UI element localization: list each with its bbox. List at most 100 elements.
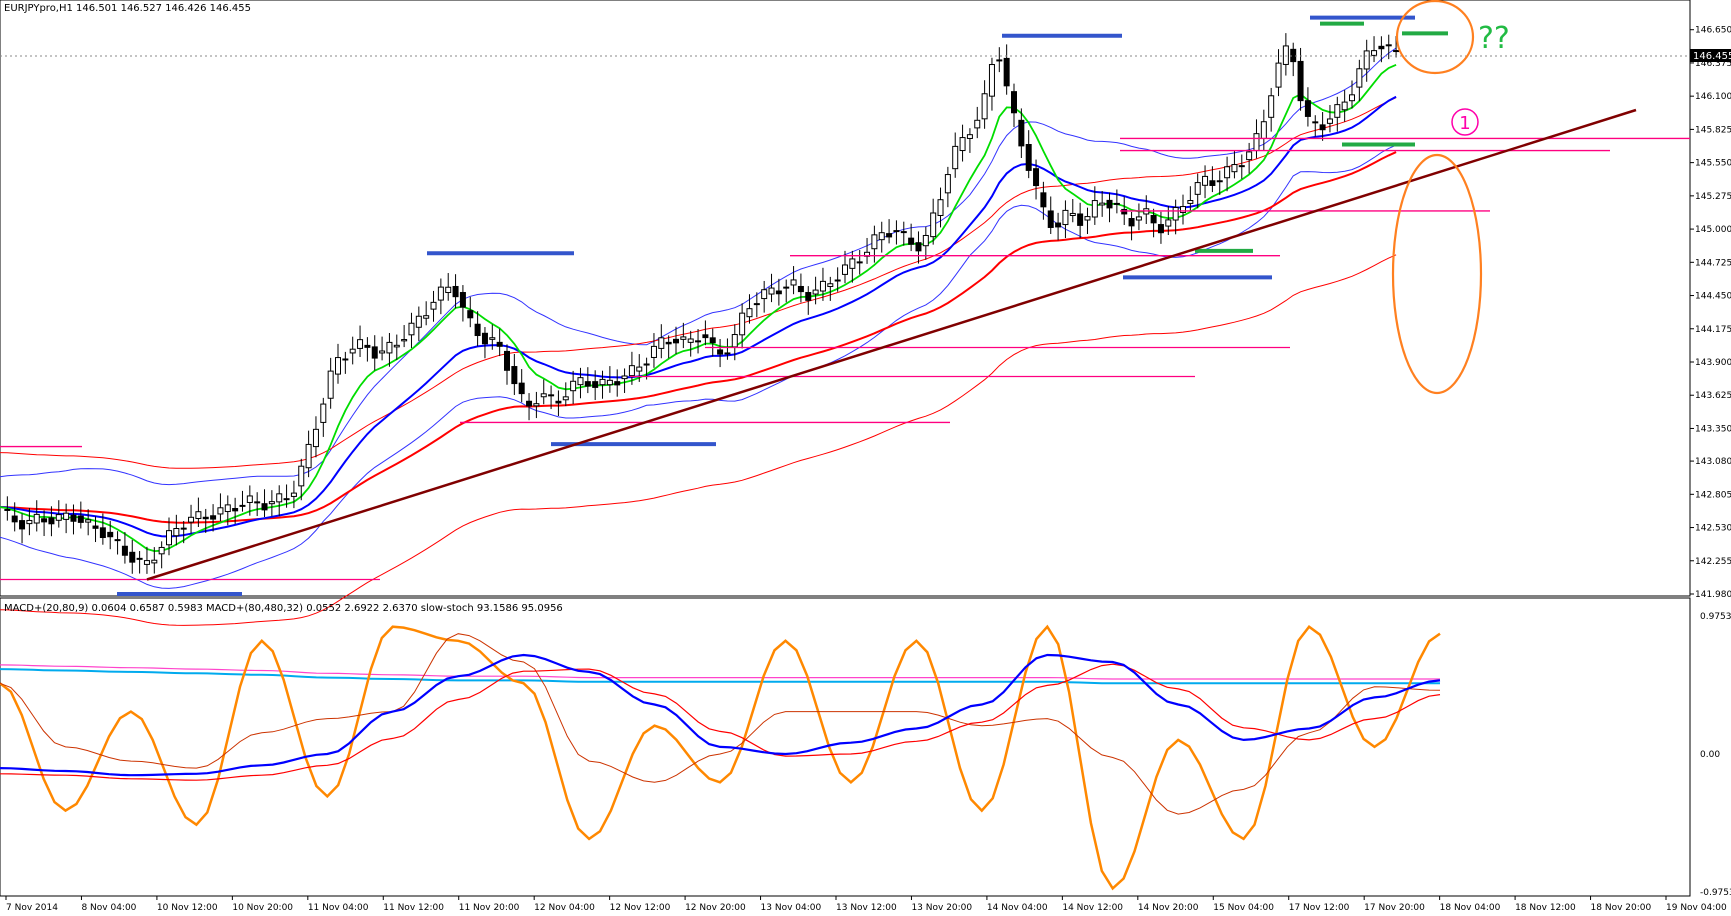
candle-body xyxy=(496,341,503,347)
price-tick-label: 143.350 xyxy=(1695,424,1731,434)
time-tick-label: 17 Nov 12:00 xyxy=(1289,903,1350,913)
candle-body xyxy=(1033,168,1040,187)
time-tick-label: 18 Nov 04:00 xyxy=(1440,903,1501,913)
stoch-main-line xyxy=(0,624,1441,891)
candle-body xyxy=(129,551,136,563)
time-tick-label: 14 Nov 20:00 xyxy=(1138,903,1199,913)
candle-body xyxy=(114,539,121,542)
candle-body xyxy=(77,515,84,523)
candle-body xyxy=(1312,121,1319,124)
candle-body xyxy=(1106,199,1113,209)
annotation-ellipse-lower xyxy=(1391,153,1483,395)
candle-body xyxy=(195,511,202,519)
price-tick-label: 145.825 xyxy=(1695,125,1731,135)
candle-body xyxy=(775,290,782,295)
candle-body xyxy=(1393,50,1400,53)
time-tick-label: 14 Nov 12:00 xyxy=(1062,903,1123,913)
candle-body xyxy=(1275,62,1282,88)
candle-body xyxy=(915,242,922,252)
candle-body xyxy=(1334,104,1341,118)
candle-body xyxy=(1290,48,1297,63)
candle-body xyxy=(1172,207,1179,221)
candle-body xyxy=(1268,95,1275,118)
candle-body xyxy=(1371,50,1378,56)
candle-body xyxy=(518,382,525,395)
candle-body xyxy=(606,379,613,386)
price-tick-label: 145.550 xyxy=(1695,159,1731,169)
candle-body xyxy=(849,258,856,269)
candle-body xyxy=(908,237,915,245)
candle-body xyxy=(1349,94,1355,102)
candle-body xyxy=(158,546,165,555)
candle-body xyxy=(232,508,239,512)
candle-body xyxy=(166,530,172,546)
time-tick-label: 12 Nov 12:00 xyxy=(610,903,671,913)
candle-body xyxy=(1231,164,1238,173)
candle-body xyxy=(584,381,591,387)
candle-body xyxy=(1238,165,1245,168)
candle-body xyxy=(886,233,893,238)
candle-body xyxy=(239,504,246,507)
price-tick-label: 144.175 xyxy=(1695,325,1731,335)
candle-body xyxy=(1356,68,1363,88)
price-tick-label: 142.255 xyxy=(1695,557,1731,567)
time-tick-label: 13 Nov 12:00 xyxy=(836,903,897,913)
candle-body xyxy=(48,517,55,525)
chart-header: EURJPYpro,H1 146.501 146.527 146.426 146… xyxy=(4,3,251,14)
candle-body xyxy=(871,234,878,250)
candle-body xyxy=(900,231,907,234)
price-tick-label: 146.100 xyxy=(1695,92,1731,102)
price-tick-label: 146.375 xyxy=(1695,59,1731,69)
time-tick-label: 11 Nov 04:00 xyxy=(308,903,369,913)
candle-body xyxy=(797,285,804,293)
candle-body xyxy=(180,527,187,530)
candle-body xyxy=(548,394,555,397)
candle-body xyxy=(1165,219,1172,227)
price-tick-label: 142.530 xyxy=(1695,524,1731,534)
time-tick-label: 13 Nov 20:00 xyxy=(911,903,972,913)
candle-body xyxy=(628,365,635,377)
time-tick-label: 10 Nov 12:00 xyxy=(157,903,218,913)
candle-body xyxy=(1216,180,1223,183)
candle-body xyxy=(709,337,716,344)
bollinger-lower-line xyxy=(0,144,1397,589)
candle-body xyxy=(746,308,753,318)
candle-body xyxy=(1018,119,1025,147)
candle-body xyxy=(379,350,386,354)
indicator-tick-label: -0.9753 xyxy=(1700,888,1731,898)
candle-body xyxy=(85,519,92,523)
candle-body xyxy=(1047,210,1054,228)
time-tick-label: 8 Nov 04:00 xyxy=(81,903,136,913)
indicator-layer xyxy=(0,624,1441,891)
candle-body xyxy=(26,519,33,525)
candle-body xyxy=(834,279,841,282)
candle-body xyxy=(276,493,283,503)
candle-body xyxy=(944,174,951,194)
candle-body xyxy=(526,400,533,407)
time-tick-label: 13 Nov 04:00 xyxy=(761,903,822,913)
candle-body xyxy=(511,366,518,385)
indicator-header: MACD+(20,80,9) 0.0604 0.6587 0.5983 MACD… xyxy=(4,603,563,614)
candle-body xyxy=(1011,91,1017,114)
candle-body xyxy=(673,338,679,344)
candle-body xyxy=(1150,214,1157,224)
candle-body xyxy=(415,315,422,328)
time-tick-label: 17 Nov 20:00 xyxy=(1364,903,1425,913)
candle-body xyxy=(1084,216,1091,221)
candle-body xyxy=(842,264,848,275)
candle-body xyxy=(121,545,128,556)
candle-body xyxy=(1121,208,1128,215)
candle-body xyxy=(724,352,731,355)
candle-body xyxy=(41,518,48,523)
axis-layer: 146.650 146.375 146.100 145.825 145.550 145.2… xyxy=(5,26,1731,913)
time-tick-label: 19 Nov 04:00 xyxy=(1666,903,1727,913)
candle-body xyxy=(636,366,643,372)
time-tick-label: 10 Nov 20:00 xyxy=(232,903,293,913)
candle-body xyxy=(1113,202,1120,205)
candle-body xyxy=(489,337,496,340)
candle-body xyxy=(996,59,1003,62)
candle-body xyxy=(1062,209,1069,226)
candle-body xyxy=(1385,44,1392,47)
candle-body xyxy=(107,531,114,538)
bollinger-upper-line xyxy=(0,47,1397,486)
